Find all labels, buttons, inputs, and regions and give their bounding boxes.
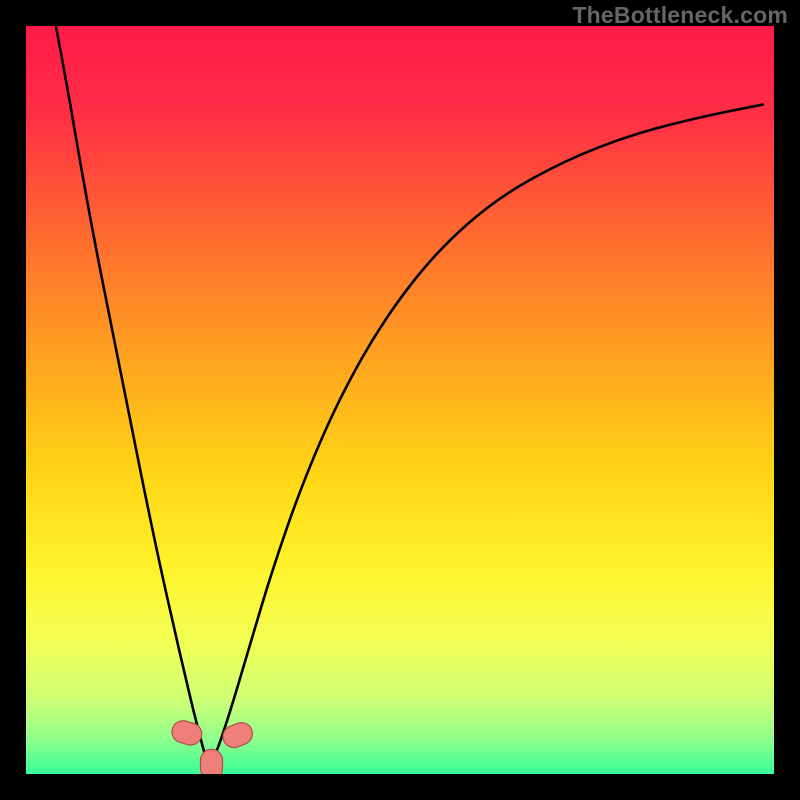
chart-background (26, 26, 774, 774)
chart-frame (0, 0, 800, 800)
curve-marker (201, 749, 223, 774)
bottleneck-chart (26, 26, 774, 774)
watermark-text: TheBottleneck.com (572, 2, 788, 29)
